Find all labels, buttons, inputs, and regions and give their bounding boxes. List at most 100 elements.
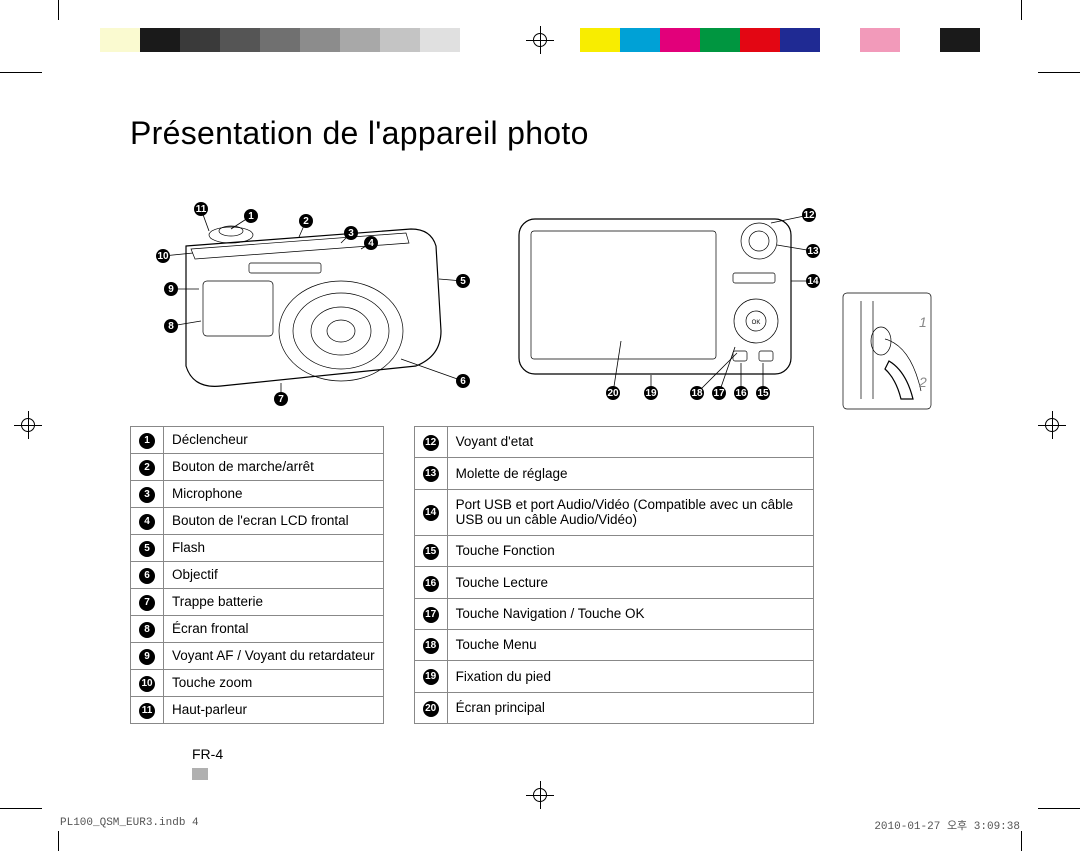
color-swatch [860,28,900,52]
print-footer: PL100_QSM_EUR3.indb 4 2010-01-27 오후 3:09… [60,817,1020,833]
part-number-cell: 6 [131,562,164,589]
svg-text:OK: OK [752,320,761,326]
part-label-cell: Écran frontal [164,616,384,643]
circled-number: 11 [139,703,155,719]
part-number-cell: 3 [131,481,164,508]
part-number-cell: 12 [414,427,447,458]
svg-text:15: 15 [757,388,769,399]
table-row: 7 Trappe batterie [131,589,384,616]
svg-text:5: 5 [460,276,466,287]
strap-step-1: 1 [919,314,927,330]
color-swatch [340,28,380,52]
table-row: 17Touche Navigation / Touche OK [414,598,813,629]
crop-mark [58,831,59,851]
part-number-cell: 5 [131,535,164,562]
page-content: Présentation de l'appareil photo [130,115,950,762]
table-row: 8 Écran frontal [131,616,384,643]
circled-number: 1 [139,433,155,449]
svg-text:18: 18 [691,388,703,399]
table-row: 12Voyant d'etat [414,427,813,458]
svg-text:13: 13 [807,246,819,257]
part-number-cell: 14 [414,489,447,535]
table-row: 18Touche Menu [414,629,813,660]
color-swatch [700,28,740,52]
part-number-cell: 4 [131,508,164,535]
color-swatch [300,28,340,52]
footer-filename: PL100_QSM_EUR3.indb 4 [60,817,199,833]
table-row: 13 Molette de réglage [414,458,813,489]
circled-number: 5 [139,541,155,557]
color-swatch [460,28,500,52]
part-number-cell: 19 [414,661,447,692]
table-row: 9Voyant AF / Voyant du retardateur [131,643,384,670]
part-number-cell: 2 [131,454,164,481]
part-number-cell: 7 [131,589,164,616]
footer-timestamp: 2010-01-27 오후 3:09:38 [874,817,1020,833]
circled-number: 7 [139,595,155,611]
strap-inset-diagram: 1 2 [840,290,934,412]
part-number-cell: 15 [414,536,447,567]
registration-mark-bottom [526,781,554,809]
color-swatch [140,28,180,52]
crop-mark [0,808,42,809]
camera-front-diagram: 1234567891011 [130,170,482,412]
svg-text:3: 3 [348,228,354,239]
circled-number: 18 [423,638,439,654]
color-swatch [900,28,940,52]
table-row: 4Bouton de l'ecran LCD frontal [131,508,384,535]
color-swatch [60,28,100,52]
registration-mark-right [1038,411,1066,439]
registration-mark-left [14,411,42,439]
diagram-row: 1234567891011 OK 12 [130,170,950,412]
part-label-cell: Trappe batterie [164,589,384,616]
crop-mark [1021,0,1022,20]
part-label-cell: Molette de réglage [447,458,813,489]
circled-number: 19 [423,669,439,685]
part-number-cell: 9 [131,643,164,670]
circled-number: 15 [423,544,439,560]
registration-mark-top [526,26,554,54]
part-label-cell: Déclencheur [164,427,384,454]
svg-text:12: 12 [803,210,815,221]
svg-text:19: 19 [645,388,657,399]
color-swatch [820,28,860,52]
table-row: 19 Fixation du pied [414,661,813,692]
svg-text:17: 17 [713,388,725,399]
svg-text:14: 14 [807,276,819,287]
part-label-cell: Haut-parleur [164,697,384,724]
part-label-cell: Touche Fonction [447,536,813,567]
color-swatch [420,28,460,52]
color-swatch [260,28,300,52]
parts-tables: 1 Déclencheur2Bouton de marche/arrêt 3 Micr… [130,426,950,724]
part-label-cell: Bouton de marche/arrêt [164,454,384,481]
part-number-cell: 1 [131,427,164,454]
crop-mark [58,0,59,20]
color-swatch [380,28,420,52]
crop-mark [1021,831,1022,851]
strap-step-2: 2 [918,374,927,390]
part-number-cell: 10 [131,670,164,697]
part-number-cell: 11 [131,697,164,724]
circled-number: 8 [139,622,155,638]
table-row: 2Bouton de marche/arrêt [131,454,384,481]
part-label-cell: Touche Lecture [447,567,813,598]
part-number-cell: 18 [414,629,447,660]
color-swatch [620,28,660,52]
part-label-cell: Fixation du pied [447,661,813,692]
circled-number: 20 [423,701,439,717]
circled-number: 6 [139,568,155,584]
circled-number: 13 [423,466,439,482]
circled-number: 16 [423,576,439,592]
circled-number: 3 [139,487,155,503]
part-label-cell: Microphone [164,481,384,508]
part-label-cell: Objectif [164,562,384,589]
crop-mark [0,72,42,73]
circled-number: 4 [139,514,155,530]
camera-back-diagram: OK 121314151617181920 [500,170,822,412]
svg-text:10: 10 [157,251,169,262]
table-row: 16 Touche Lecture [414,567,813,598]
svg-text:4: 4 [368,238,374,249]
circled-number: 10 [139,676,155,692]
parts-table-left: 1 Déclencheur2Bouton de marche/arrêt 3 Micr… [130,426,384,724]
color-swatch [660,28,700,52]
